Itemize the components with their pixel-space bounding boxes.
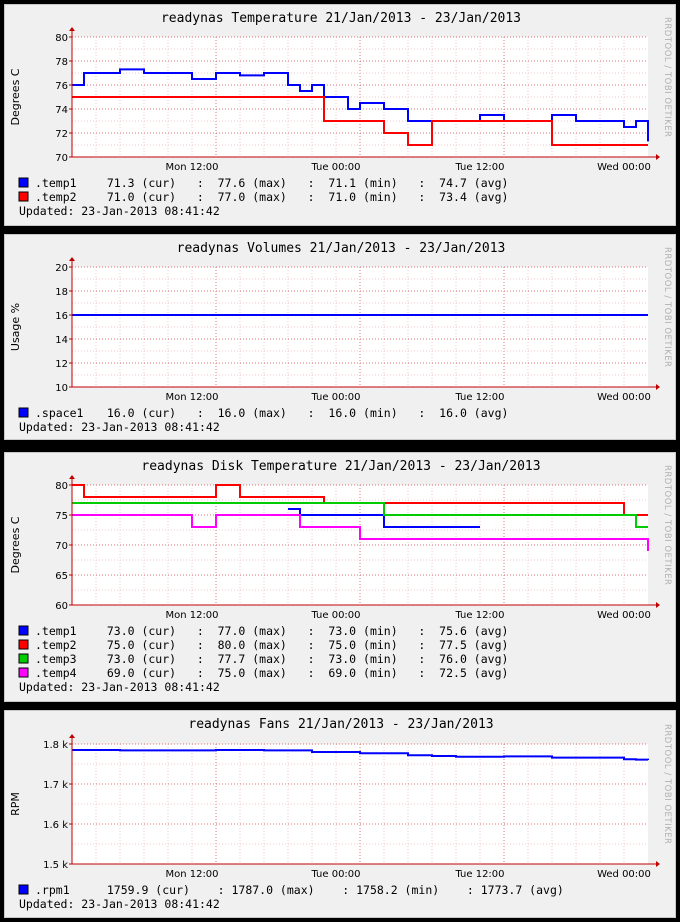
y-tick-label: 20	[55, 263, 68, 274]
chart-title: readynas Volumes 21/Jan/2013 - 23/Jan/20…	[177, 241, 506, 256]
chart-svg: readynas Fans 21/Jan/2013 - 23/Jan/2013 R…	[9, 717, 672, 911]
y-axis-label: Usage %	[9, 303, 22, 351]
y-tick-label: 70	[55, 541, 68, 552]
x-tick-label: Tue 12:00	[454, 610, 504, 621]
y-axis-arrow	[69, 257, 75, 261]
legend-series-name: .rpm1	[35, 883, 70, 897]
legend-series-name: .temp1	[35, 176, 77, 190]
legend-swatch	[18, 177, 29, 188]
y-tick-label: 75	[55, 511, 68, 522]
y-tick-label: 78	[55, 57, 68, 68]
legend-series-name: .temp3	[35, 652, 77, 666]
x-tick-label: Mon 12:00	[165, 610, 218, 621]
x-tick-label: Wed 00:00	[597, 162, 651, 173]
y-tick-label: 18	[55, 287, 68, 298]
y-tick-label: 80	[55, 33, 68, 44]
updated-timestamp: Updated: 23-Jan-2013 08:41:42	[19, 204, 220, 218]
x-axis-arrow	[656, 861, 660, 867]
rrdtool-watermark: RRDTOOL / TOBI OETIKER	[662, 724, 672, 844]
y-tick-label: 72	[55, 129, 68, 140]
x-tick-label: Tue 00:00	[310, 869, 360, 880]
chart-svg: readynas Disk Temperature 21/Jan/2013 - …	[9, 459, 672, 694]
legend-swatch	[18, 191, 29, 202]
legend-swatch	[18, 407, 29, 418]
y-tick-label: 74	[55, 105, 68, 116]
y-axis-label: RPM	[9, 792, 22, 816]
y-tick-label: 1.5 k	[43, 860, 68, 871]
y-axis-arrow	[69, 27, 75, 31]
x-tick-label: Wed 00:00	[597, 610, 651, 621]
series-line-temp3	[72, 502, 648, 528]
disk-temperature-graph-panel: readynas Disk Temperature 21/Jan/2013 - …	[4, 452, 676, 702]
legend-stats: 1759.9 (cur) : 1787.0 (max) : 1758.2 (mi…	[93, 883, 564, 897]
y-axis-label: Degrees C	[9, 516, 22, 573]
series-line-rpm1	[72, 749, 649, 761]
y-axis-arrow	[69, 734, 75, 738]
y-tick-label: 60	[55, 601, 68, 612]
y-axis-arrow	[69, 475, 75, 479]
x-tick-label: Tue 12:00	[454, 392, 504, 403]
legend-stats: 73.0 (cur) : 77.0 (max) : 73.0 (min) : 7…	[93, 624, 508, 638]
x-tick-label: Tue 12:00	[454, 162, 504, 173]
chart-title: readynas Temperature 21/Jan/2013 - 23/Ja…	[161, 11, 521, 26]
series-line-temp2	[72, 96, 648, 146]
y-tick-label: 65	[55, 571, 68, 582]
series-line-temp2	[72, 484, 648, 516]
x-tick-label: Wed 00:00	[597, 392, 651, 403]
legend-stats: 16.0 (cur) : 16.0 (max) : 16.0 (min) : 1…	[93, 406, 508, 420]
rrdtool-watermark: RRDTOOL / TOBI OETIKER	[662, 247, 672, 367]
y-tick-label: 10	[55, 383, 68, 394]
updated-timestamp: Updated: 23-Jan-2013 08:41:42	[19, 680, 220, 694]
y-tick-label: 1.8 k	[43, 740, 68, 751]
legend-stats: 71.3 (cur) : 77.6 (max) : 71.1 (min) : 7…	[93, 176, 508, 190]
x-axis-arrow	[656, 384, 660, 390]
legend-series-name: .temp2	[35, 638, 77, 652]
x-tick-label: Tue 00:00	[310, 392, 360, 403]
rrdtool-watermark: RRDTOOL / TOBI OETIKER	[662, 465, 672, 585]
legend-swatch	[18, 884, 29, 895]
legend-stats: 71.0 (cur) : 77.0 (max) : 71.0 (min) : 7…	[93, 190, 508, 204]
updated-timestamp: Updated: 23-Jan-2013 08:41:42	[19, 897, 220, 911]
legend-stats: 75.0 (cur) : 80.0 (max) : 75.0 (min) : 7…	[93, 638, 508, 652]
y-tick-label: 1.6 k	[43, 820, 68, 831]
y-tick-label: 76	[55, 81, 68, 92]
temperature-graph-panel: readynas Temperature 21/Jan/2013 - 23/Ja…	[4, 4, 676, 226]
x-axis-arrow	[656, 154, 660, 160]
chart-svg: readynas Temperature 21/Jan/2013 - 23/Ja…	[9, 11, 672, 218]
y-tick-label: 1.7 k	[43, 780, 68, 791]
x-tick-label: Mon 12:00	[165, 392, 218, 403]
chart-title: readynas Fans 21/Jan/2013 - 23/Jan/2013	[188, 717, 493, 732]
chart-title: readynas Disk Temperature 21/Jan/2013 - …	[141, 459, 540, 474]
legend-series-name: .temp1	[35, 624, 77, 638]
legend-series-name: .temp4	[35, 666, 77, 680]
x-tick-label: Tue 00:00	[310, 610, 360, 621]
y-axis-label: Degrees C	[9, 68, 22, 125]
legend-swatch	[18, 625, 29, 636]
legend-stats: 69.0 (cur) : 75.0 (max) : 69.0 (min) : 7…	[93, 666, 508, 680]
x-axis-arrow	[656, 602, 660, 608]
series-line-temp4	[72, 514, 649, 551]
y-tick-label: 12	[55, 359, 68, 370]
updated-timestamp: Updated: 23-Jan-2013 08:41:42	[19, 420, 220, 434]
legend-swatch	[18, 653, 29, 664]
legend-series-name: .space1	[35, 406, 84, 420]
x-tick-label: Mon 12:00	[165, 869, 218, 880]
y-tick-label: 14	[55, 335, 68, 346]
x-tick-label: Tue 12:00	[454, 869, 504, 880]
legend-stats: 73.0 (cur) : 77.7 (max) : 73.0 (min) : 7…	[93, 652, 508, 666]
y-tick-label: 70	[55, 153, 68, 164]
y-tick-label: 80	[55, 481, 68, 492]
legend-swatch	[18, 667, 29, 678]
chart-svg: readynas Volumes 21/Jan/2013 - 23/Jan/20…	[9, 241, 672, 434]
legend-series-name: .temp2	[35, 190, 77, 204]
legend-swatch	[18, 639, 29, 650]
x-tick-label: Wed 00:00	[597, 869, 651, 880]
y-tick-label: 16	[55, 311, 68, 322]
series-line-temp1	[72, 68, 649, 142]
volumes-graph-panel: readynas Volumes 21/Jan/2013 - 23/Jan/20…	[4, 234, 676, 440]
x-tick-label: Tue 00:00	[310, 162, 360, 173]
x-tick-label: Mon 12:00	[165, 162, 218, 173]
rrdtool-watermark: RRDTOOL / TOBI OETIKER	[662, 17, 672, 137]
fans-graph-panel: readynas Fans 21/Jan/2013 - 23/Jan/2013 R…	[4, 710, 676, 918]
